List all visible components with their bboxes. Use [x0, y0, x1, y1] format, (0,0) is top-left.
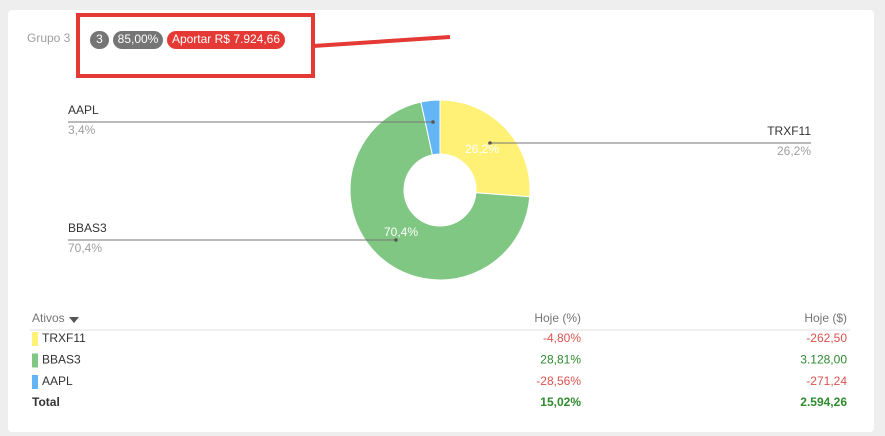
cell-value: -4,80%	[543, 331, 581, 345]
card	[8, 10, 874, 432]
total-label: Total	[32, 395, 60, 409]
slice-label: 26,2%	[465, 142, 499, 156]
cell-value: -28,56%	[536, 374, 581, 388]
group-title: Grupo 3	[27, 31, 71, 45]
percent-badge	[113, 31, 163, 49]
callout-name: BBAS3	[68, 221, 107, 235]
row-swatch	[32, 375, 38, 389]
slice-label: 70,4%	[384, 225, 418, 239]
cell-value: 3.128,00	[800, 353, 847, 367]
percent-text: 85,00%	[118, 32, 159, 46]
cell-value: -271,24	[806, 374, 847, 388]
callout-value: 70,4%	[68, 241, 102, 255]
count-badge	[90, 31, 109, 49]
count-text: 3	[96, 32, 103, 46]
donut-slice	[349, 101, 531, 281]
callout-dot	[431, 120, 435, 124]
row-swatch	[32, 332, 38, 346]
donut-slice	[420, 99, 441, 156]
column-header: Hoje (%)	[534, 311, 581, 325]
cell-value: -262,50	[806, 331, 847, 345]
sort-icon	[69, 317, 79, 323]
asset-name: TRXF11	[42, 331, 86, 345]
callout-dot	[394, 238, 398, 242]
highlight-arrow	[312, 35, 451, 48]
callout-name: AAPL	[68, 103, 99, 117]
column-header[interactable]: Ativos	[32, 311, 65, 325]
callout-name: TRXF11	[767, 124, 811, 138]
callout-value: 26,2%	[777, 144, 811, 158]
row-swatch	[32, 353, 38, 368]
action-text[interactable]: Aportar R$ 7.924,66	[172, 32, 280, 46]
total-value: 15,02%	[540, 395, 581, 409]
action-badge[interactable]	[167, 31, 285, 49]
callout-dot	[488, 141, 492, 145]
total-value: 2.594,26	[800, 395, 847, 409]
asset-name: BBAS3	[42, 353, 81, 367]
callout-value: 3,4%	[68, 123, 96, 137]
column-header: Hoje ($)	[804, 311, 847, 325]
asset-name: AAPL	[42, 374, 73, 388]
donut-slice	[439, 99, 531, 198]
cell-value: 28,81%	[540, 353, 581, 367]
